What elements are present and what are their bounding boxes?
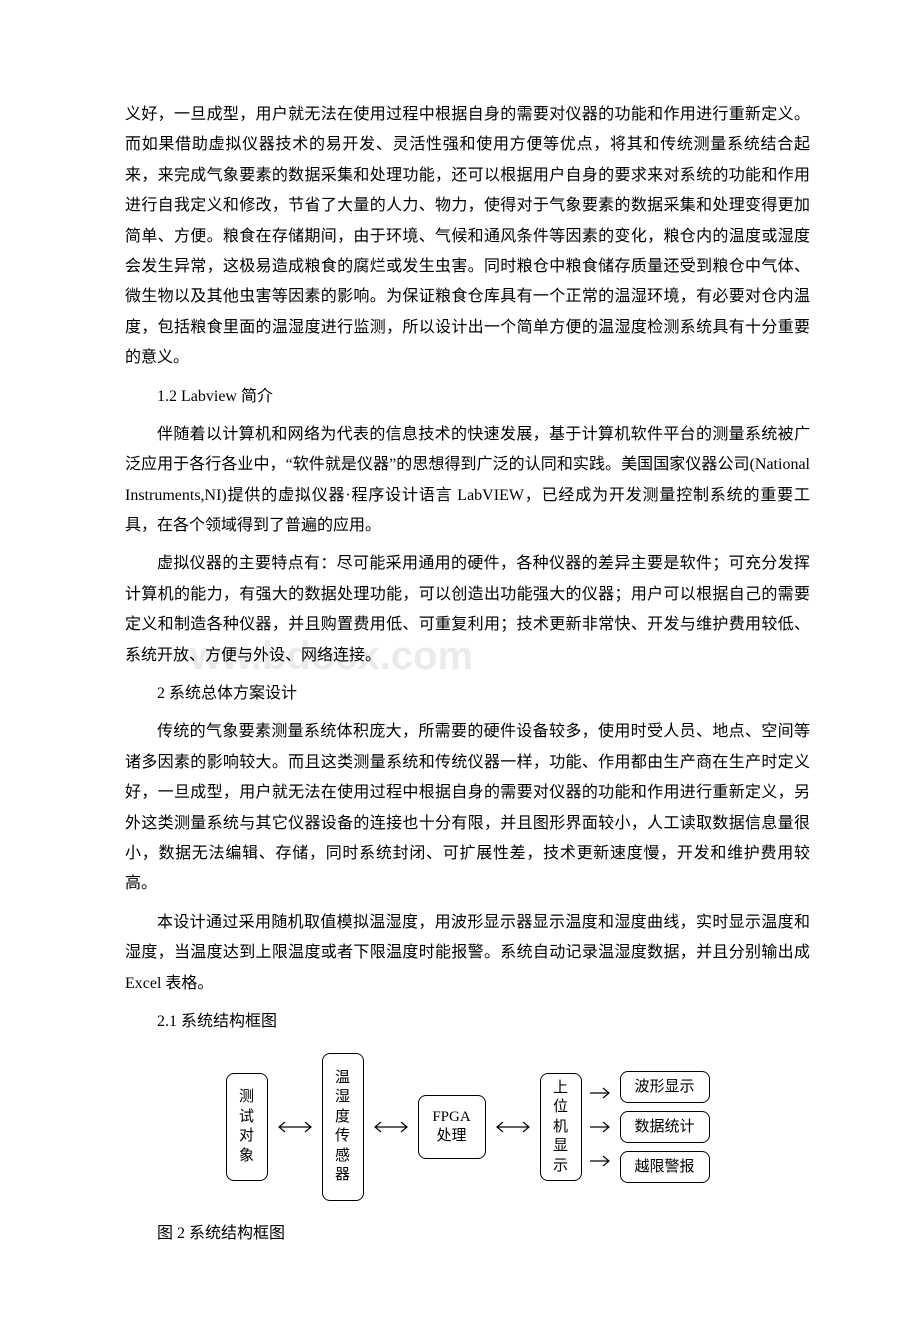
diagram-box-host-display: 上 位 机 显 示 — [540, 1073, 582, 1181]
box4-c2: 位 — [553, 1098, 568, 1118]
box4-c4: 显 — [553, 1137, 568, 1157]
box3-line1: FPGA — [432, 1108, 470, 1128]
right-arrow-group — [588, 1080, 614, 1174]
paragraph-1: 义好，一旦成型，用户就无法在使用过程中根据自身的需要对仪器的功能和作用进行重新定… — [125, 100, 810, 374]
paragraph-3: 虚拟仪器的主要特点有：尽可能采用通用的硬件，各种仪器的差异主要是软件；可充分发挥… — [125, 549, 810, 671]
arrow-r1 — [588, 1080, 614, 1106]
box2-c1: 温 — [335, 1069, 350, 1089]
box1-c4: 象 — [239, 1147, 254, 1167]
box2-c4: 传 — [335, 1127, 350, 1147]
box2-c5: 感 — [335, 1147, 350, 1167]
diagram-box-fpga: FPGA 处理 — [418, 1095, 486, 1159]
double-arrow-1 — [274, 1117, 316, 1137]
box3-line2: 处理 — [436, 1127, 466, 1147]
diagram-box-sensor: 温 湿 度 传 感 器 — [322, 1053, 364, 1201]
diagram-box-alarm: 越限警报 — [620, 1151, 710, 1183]
box2-c2: 湿 — [335, 1088, 350, 1108]
system-structure-diagram: 测 试 对 象 温 湿 度 — [198, 1053, 738, 1201]
paragraph-4: 传统的气象要素测量系统体积庞大，所需要的硬件设备较多，使用时受人员、地点、空间等… — [125, 717, 810, 899]
paragraph-2: 伴随着以计算机和网络为代表的信息技术的快速发展，基于计算机软件平台的测量系统被广… — [125, 420, 810, 542]
double-arrow-3 — [492, 1117, 534, 1137]
arrow-r3 — [588, 1148, 614, 1174]
figure-2-caption: 图 2 系统结构框图 — [125, 1219, 810, 1249]
arrow-r2 — [588, 1114, 614, 1140]
diagram-box-test-object: 测 试 对 象 — [226, 1073, 268, 1181]
right-box-column: 波形显示 数据统计 越限警报 — [620, 1071, 710, 1183]
heading-2: 2 系统总体方案设计 — [125, 679, 810, 709]
diagram-box-stats: 数据统计 — [620, 1111, 710, 1143]
heading-1-2: 1.2 Labview 简介 — [125, 382, 810, 412]
heading-2-1: 2.1 系统结构框图 — [125, 1007, 810, 1037]
box2-c6: 器 — [335, 1166, 350, 1186]
box4-c5: 示 — [553, 1157, 568, 1177]
box1-c3: 对 — [239, 1127, 254, 1147]
box4-c1: 上 — [553, 1079, 568, 1099]
box1-c2: 试 — [239, 1108, 254, 1128]
box2-c3: 度 — [335, 1108, 350, 1128]
double-arrow-2 — [370, 1117, 412, 1137]
diagram-box-waveform: 波形显示 — [620, 1071, 710, 1103]
paragraph-5: 本设计通过采用随机取值模拟温湿度，用波形显示器显示温度和湿度曲线，实时显示温度和… — [125, 908, 810, 999]
box1-c1: 测 — [239, 1088, 254, 1108]
box4-c3: 机 — [553, 1118, 568, 1138]
